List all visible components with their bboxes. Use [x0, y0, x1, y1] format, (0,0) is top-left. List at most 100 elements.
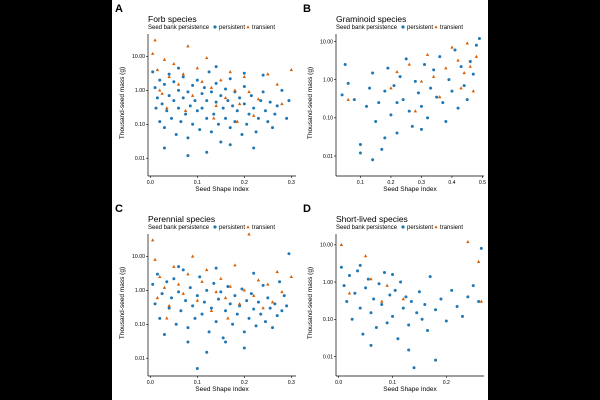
persistent-point: [228, 126, 232, 130]
transient-point: [162, 57, 167, 61]
persistent-point: [231, 322, 235, 326]
transient-point: [186, 44, 190, 48]
persistent-point: [207, 330, 211, 334]
persistent-point: [468, 59, 472, 63]
persistent-point: [212, 112, 216, 116]
persistent-point: [377, 101, 381, 105]
persistent-point: [247, 112, 251, 116]
x-tick-label: 0.1: [194, 380, 201, 386]
transient-point: [181, 291, 185, 295]
transient-point: [176, 282, 181, 286]
persistent-point: [395, 101, 399, 105]
persistent-point: [385, 321, 389, 325]
persistent-point: [369, 343, 373, 347]
persistent-point: [162, 82, 166, 86]
persistent-point: [212, 281, 216, 285]
panel-c: C Perennial species Seed bank persistence p…: [112, 200, 300, 400]
persistent-point: [188, 286, 192, 290]
persistent-point: [242, 71, 246, 75]
x-tick-label: 0.3: [418, 180, 425, 186]
persistent-point: [191, 122, 195, 126]
transient-point: [256, 97, 261, 101]
legend-persistent-label: persistent: [407, 225, 433, 231]
persistent-point: [273, 302, 277, 306]
persistent-point: [191, 304, 195, 308]
persistent-point: [254, 130, 258, 134]
persistent-point: [364, 286, 368, 290]
persistent-point: [347, 273, 351, 277]
persistent-point: [160, 102, 164, 106]
x-tick-label: 0.1: [194, 180, 201, 186]
persistent-point: [177, 66, 181, 70]
transient-point: [346, 97, 350, 101]
persistent-point: [247, 316, 251, 320]
persistent-point: [252, 307, 256, 311]
transient-point: [153, 38, 157, 42]
persistent-point: [366, 277, 370, 281]
transient-point: [252, 113, 256, 117]
panel-a: A Forb species Seed bank persistence persis…: [112, 0, 300, 200]
persistent-point: [214, 81, 218, 85]
persistent-point: [456, 106, 460, 110]
persistent-point: [444, 120, 448, 124]
persistent-point: [195, 78, 199, 82]
x-axis-title: Seed Shape Index: [195, 386, 249, 393]
transient-point: [223, 295, 228, 300]
transient-point: [425, 52, 430, 56]
persistent-point: [228, 302, 232, 306]
persistent-point: [439, 297, 443, 301]
persistent-point: [165, 280, 169, 284]
persistent-point: [169, 116, 173, 120]
persistent-point: [340, 93, 344, 97]
persistent-point: [186, 90, 190, 94]
transient-point: [219, 78, 223, 82]
persistent-point: [399, 280, 403, 284]
persistent-point: [391, 314, 395, 318]
persistent-point: [226, 284, 230, 288]
transient-point: [407, 62, 411, 66]
persistent-point: [153, 302, 157, 306]
persistent-point: [391, 272, 395, 276]
transient-point: [419, 79, 424, 83]
y-axis-title: Thousand-seed mass (g): [119, 67, 126, 139]
persistent-point: [374, 326, 378, 330]
persistent-point: [380, 147, 384, 151]
y-axis-title: Thousand-seed mass (g): [307, 267, 314, 339]
persistent-point: [259, 312, 263, 316]
persistent-point: [158, 120, 162, 124]
persistent-point: [233, 294, 237, 298]
persistent-point: [177, 290, 181, 294]
persistent-point: [160, 292, 164, 296]
persistent-point: [368, 86, 372, 90]
x-tick-label: 0.3: [288, 180, 295, 186]
transient-point: [380, 299, 384, 303]
y-tick-label: 1.00: [323, 77, 333, 83]
persistent-point: [162, 146, 166, 150]
persistent-point: [415, 311, 419, 315]
persistent-point: [386, 66, 390, 70]
persistent-point: [471, 72, 475, 76]
legend-persistent-marker: [401, 225, 405, 229]
y-tick-label: 0.10: [323, 116, 333, 122]
persistent-point: [271, 126, 275, 130]
transient-point: [401, 297, 405, 301]
persistent-point: [261, 73, 265, 77]
persistent-point: [285, 304, 289, 308]
panel-title: Forb species: [148, 14, 197, 24]
y-tick-label: 10.00: [132, 254, 145, 260]
persistent-point: [181, 268, 185, 272]
y-tick-label: 0.01: [323, 354, 333, 360]
persistent-point: [358, 151, 362, 155]
persistent-point: [413, 79, 417, 83]
persistent-point: [202, 86, 206, 90]
transient-point: [395, 69, 399, 74]
persistent-point: [420, 317, 424, 321]
x-tick-label: 0.4: [448, 180, 455, 186]
persistent-point: [216, 297, 220, 301]
persistent-point: [273, 112, 277, 116]
persistent-point: [188, 104, 192, 108]
persistent-point: [186, 136, 190, 140]
transient-point: [153, 257, 157, 261]
transient-point: [242, 74, 247, 79]
